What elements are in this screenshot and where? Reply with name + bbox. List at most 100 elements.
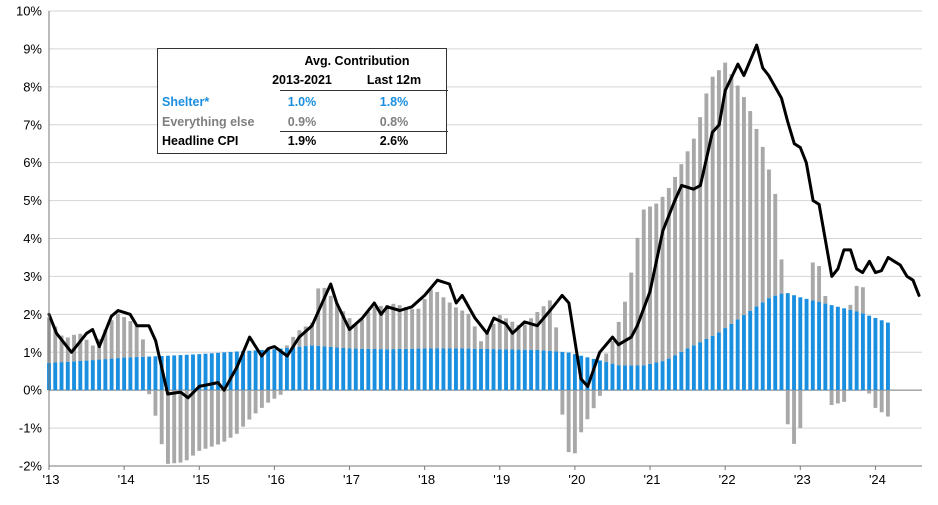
everything-else-bar: [485, 332, 490, 349]
shelter-bar: [460, 348, 465, 391]
shelter-bar: [272, 349, 277, 391]
shelter-bar: [134, 357, 139, 391]
everything-else-bar: [134, 325, 139, 358]
everything-else-bar: [341, 311, 346, 348]
everything-else-bar: [610, 340, 615, 364]
shelter-bar: [691, 345, 696, 391]
x-tick-label: '15: [193, 472, 210, 487]
everything-else-bar: [403, 307, 408, 349]
shelter-bar: [385, 349, 390, 391]
everything-else-bar: [397, 305, 402, 349]
shelter-bar: [466, 348, 471, 391]
shelter-bar: [623, 365, 627, 391]
shelter-bar: [729, 323, 734, 391]
everything-else-bar: [591, 390, 596, 409]
shelter-bar: [635, 365, 640, 391]
everything-else-bar: [378, 305, 383, 350]
y-tick-label: 10%: [16, 4, 42, 19]
shelter-bar: [328, 346, 333, 391]
everything-else-bar: [579, 390, 584, 433]
x-tick-label: '23: [794, 472, 811, 487]
shelter-bar: [416, 348, 421, 391]
shelter-bar: [798, 297, 803, 391]
everything-else-bar: [598, 390, 602, 396]
shelter-bar: [497, 349, 502, 391]
everything-else-bar: [472, 326, 477, 349]
everything-else-bar: [228, 390, 233, 438]
bars: [47, 62, 890, 464]
everything-else-bar: [466, 313, 471, 349]
shelter-bar: [166, 355, 170, 391]
shelter-bar: [341, 347, 346, 391]
everything-else-bar: [360, 319, 364, 349]
shelter-bar: [197, 354, 202, 391]
shelter-bar: [767, 298, 771, 391]
everything-else-bar: [366, 311, 371, 349]
shelter-bar: [253, 350, 258, 391]
everything-else-bar: [241, 390, 246, 427]
headline-cpi-line: [47, 43, 921, 400]
shelter-bar: [792, 295, 796, 391]
shelter-bar: [823, 303, 828, 391]
x-tick-label: '16: [268, 472, 285, 487]
shelter-bar: [241, 351, 246, 391]
legend-rule-top: [280, 90, 448, 91]
shelter-bar: [266, 349, 271, 391]
shelter-bar: [873, 317, 878, 391]
everything-else-bar: [779, 259, 784, 294]
everything-else-bar: [178, 390, 183, 463]
legend-row-everything-else-v1: 0.9%: [287, 115, 317, 129]
shelter-bar: [560, 351, 565, 391]
shelter-bar: [848, 309, 853, 391]
everything-else-bar: [835, 390, 840, 404]
shelter-bar: [303, 346, 308, 391]
legend-col-1: 2013-2021: [272, 73, 332, 87]
shelter-bar: [654, 362, 659, 391]
everything-else-bar: [673, 176, 678, 356]
everything-else-bar: [59, 335, 64, 363]
legend-col-2: Last 12m: [366, 73, 422, 87]
everything-else-bar: [172, 390, 177, 464]
shelter-bar: [78, 360, 83, 391]
everything-else-bar: [522, 324, 527, 350]
y-tick-label: 4%: [23, 231, 42, 246]
everything-else-bar: [103, 329, 108, 360]
shelter-bar: [572, 354, 577, 391]
everything-else-bar: [854, 285, 859, 312]
shelter-bar: [754, 306, 759, 391]
x-tick-label: '19: [493, 472, 510, 487]
shelter-bar: [773, 295, 778, 391]
everything-else-bar: [716, 70, 721, 333]
shelter-bar: [228, 351, 233, 391]
everything-else-bar: [291, 336, 296, 348]
shelter-bar: [648, 363, 652, 391]
everything-else-bar: [147, 390, 152, 395]
everything-else-bar: [197, 390, 202, 451]
everything-else-bar: [310, 322, 314, 346]
x-tick-label: '22: [719, 472, 736, 487]
everything-else-bar: [97, 339, 102, 360]
y-tick-label: 1%: [23, 345, 42, 360]
everything-else-bar: [541, 306, 546, 351]
shelter-bar: [128, 357, 133, 391]
shelter-bar: [779, 293, 784, 391]
shelter-bar: [610, 363, 615, 391]
shelter-bar: [504, 349, 508, 391]
x-tick-label: '13: [43, 472, 60, 487]
shelter-bar: [122, 357, 127, 391]
shelter-bar: [378, 349, 383, 391]
everything-else-bar: [115, 313, 120, 359]
everything-else-bar: [698, 117, 703, 343]
everything-else-bar: [435, 292, 440, 349]
shelter-bar: [191, 354, 195, 391]
shelter-bar: [397, 348, 402, 391]
everything-else-bar: [510, 321, 515, 350]
legend-rule-bottom: [280, 131, 448, 132]
shelter-bar: [566, 352, 571, 391]
everything-else-bar: [479, 341, 483, 349]
y-tick-label: 5%: [23, 193, 42, 208]
y-tick-label: -2%: [19, 459, 43, 474]
everything-else-bar: [322, 287, 327, 347]
shelter-bar: [184, 354, 189, 391]
x-axis-ticks: '13 '14 '15 '16 '17 '18 '19 '20 '21 '22 '23 '24: [43, 466, 886, 487]
